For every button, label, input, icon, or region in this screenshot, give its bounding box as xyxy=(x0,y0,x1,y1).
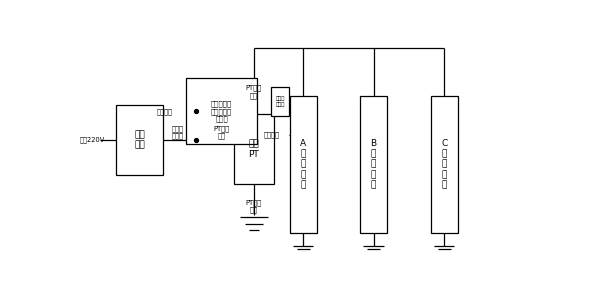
Bar xyxy=(186,78,257,144)
Text: 高压
PT: 高压 PT xyxy=(248,139,259,158)
Text: 电流测量: 电流测量 xyxy=(263,131,279,138)
Text: C
相
避
雷
器: C 相 避 雷 器 xyxy=(441,139,447,190)
Text: PT低压
端子: PT低压 端子 xyxy=(213,125,229,140)
Bar xyxy=(290,96,316,233)
Text: 容电流
互感器: 容电流 互感器 xyxy=(275,96,285,107)
Bar xyxy=(116,105,162,175)
Bar xyxy=(431,96,458,233)
Text: PT外壳
接地: PT外壳 接地 xyxy=(246,199,262,213)
Text: B
相
避
雷
器: B 相 避 雷 器 xyxy=(371,139,377,190)
Text: 高精度强抗
干扰选频测
量装置: 高精度强抗 干扰选频测 量装置 xyxy=(211,100,232,122)
Bar xyxy=(234,114,273,184)
Text: 市电220V: 市电220V xyxy=(79,137,104,143)
Text: 变频
电源: 变频 电源 xyxy=(134,130,145,150)
Text: PT高压
输出: PT高压 输出 xyxy=(246,84,262,99)
Bar xyxy=(360,96,387,233)
Bar xyxy=(271,87,289,116)
Text: 变频电
源输出: 变频电 源输出 xyxy=(171,125,183,140)
Text: 电压测量: 电压测量 xyxy=(157,108,173,115)
Text: A
相
避
雷
器: A 相 避 雷 器 xyxy=(300,139,306,190)
